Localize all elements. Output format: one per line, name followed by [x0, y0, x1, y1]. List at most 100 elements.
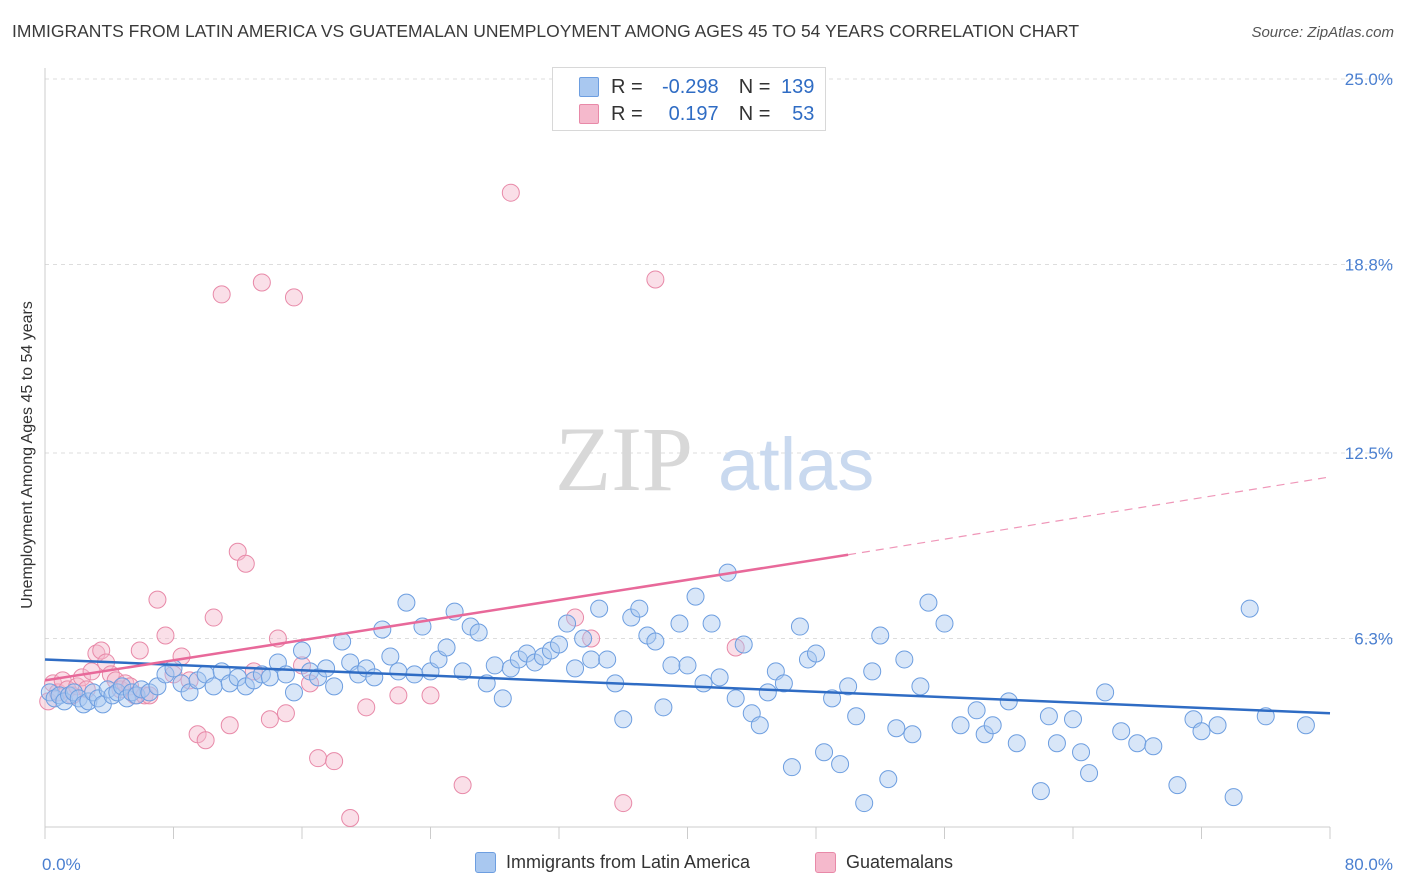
latin-america-point [790, 617, 809, 636]
latin-america-point [654, 698, 673, 717]
watermark-zip: ZIP [555, 408, 693, 510]
latin-america-point [1128, 734, 1147, 753]
guatemalans-point [220, 716, 239, 735]
latin-america-point [1047, 734, 1066, 753]
latin-america-point [590, 599, 609, 618]
guatemalans-point [284, 288, 303, 307]
latin-america-point [325, 677, 344, 696]
legend-r-label: R = [611, 75, 643, 98]
guatemalans-point [148, 590, 167, 609]
latin-america-point [469, 623, 488, 642]
latin-america-point [108, 683, 127, 702]
latin-america-point [758, 683, 777, 702]
latin-america-point [1080, 764, 1099, 783]
latin-america-point [397, 593, 416, 612]
latin-america-point [493, 689, 512, 708]
latin-america-point [1224, 788, 1243, 807]
latin-america-point [98, 680, 117, 699]
latin-america-trend-line [44, 658, 1331, 715]
guatemalans-point [309, 749, 328, 768]
latin-america-point [117, 689, 136, 708]
latin-america-point [1296, 716, 1315, 735]
latin-america-point [871, 626, 890, 645]
latin-america-point [1064, 710, 1082, 729]
legend-r-label: R = [611, 102, 643, 125]
latin-america-point [550, 635, 568, 654]
latin-america-point [726, 689, 745, 708]
latin-america-point [678, 656, 697, 675]
y-tick-label: 12.5% [1345, 444, 1393, 463]
grid-lines [45, 78, 1393, 640]
legend-item-guatemalans: Guatemalans [815, 852, 953, 873]
series-legend: Immigrants from Latin America Guatemalan… [0, 852, 1406, 876]
correlation-legend: R = -0.298 N = 139 R = 0.197 N = 53 [552, 67, 826, 131]
latin-america-point [1192, 722, 1211, 741]
legend-n-label: N = [738, 75, 771, 98]
y-tick-label: 25.0% [1345, 70, 1393, 89]
latin-america-point [1096, 683, 1115, 702]
latin-america-point [879, 770, 898, 789]
latin-america-point [103, 686, 122, 705]
latin-america-point [45, 689, 64, 708]
guatemalans-point [646, 270, 665, 289]
guatemalans-point [453, 776, 472, 795]
guatemalans-point [501, 183, 520, 202]
latin-america-point [855, 794, 874, 813]
latin-america-point [831, 755, 850, 774]
guatemalans-point [130, 641, 149, 660]
guatemalans-point [212, 285, 231, 304]
guatemalans-point [357, 698, 376, 717]
legend-swatch-latin-america [475, 852, 496, 873]
latin-america-point [670, 614, 689, 633]
latin-america-point [951, 716, 970, 735]
guatemalans-trend-line [44, 553, 849, 682]
guatemalans-point [341, 809, 360, 828]
latin-america-point [1256, 707, 1275, 726]
latin-america-point [782, 758, 801, 777]
latin-america-point [293, 641, 311, 660]
latin-america-point [710, 668, 729, 687]
latin-america-point [317, 659, 336, 678]
latin-america-point [1112, 722, 1131, 741]
latin-america-point [646, 632, 665, 651]
legend-label-guatemalans: Guatemalans [846, 852, 954, 872]
latin-america-point [863, 662, 882, 681]
latin-america-point [983, 716, 1002, 735]
latin-america-point [935, 614, 954, 633]
guatemalans-point [252, 273, 271, 292]
latin-america-point [1168, 776, 1187, 795]
latin-america-point [122, 683, 141, 702]
guatemalans-point [156, 626, 175, 645]
latin-america-point [284, 683, 303, 702]
latin-america-point [485, 656, 504, 675]
legend-swatch-blue [579, 77, 599, 97]
legend-swatch-guatemalans [815, 852, 836, 873]
y-tick-label: 6.3% [1354, 630, 1393, 649]
x-tick-label-max: 80.0% [1345, 855, 1393, 874]
latin-america-point [84, 683, 103, 702]
latin-america-point [1072, 743, 1091, 762]
latin-america-point [55, 692, 74, 711]
latin-america-point [807, 644, 825, 663]
latin-america-point [365, 668, 384, 687]
latin-america-point [60, 686, 79, 705]
latin-america-point [204, 677, 223, 696]
chart-title: IMMIGRANTS FROM LATIN AMERICA VS GUATEMA… [12, 21, 1080, 41]
latin-america-point [847, 707, 866, 726]
latin-america-point [64, 683, 83, 702]
guatemalans-point [260, 710, 279, 729]
latin-america-point [1007, 734, 1026, 753]
latin-america-point [967, 701, 986, 720]
latin-america-point [1144, 737, 1163, 756]
latin-america-point [1039, 707, 1058, 726]
latin-america-point [702, 614, 721, 633]
latin-america-point [1208, 716, 1227, 735]
tick-labels: 6.3% 12.5% 18.8% 25.0% 0.0% 80.0% [42, 70, 1393, 874]
x-tick-label-min: 0.0% [42, 855, 81, 874]
legend-n-value: 53 [792, 102, 815, 125]
latin-america-point [839, 677, 858, 696]
legend-r-value: -0.298 [661, 75, 719, 98]
latin-america-point [686, 587, 705, 606]
latin-america-point [774, 674, 793, 693]
